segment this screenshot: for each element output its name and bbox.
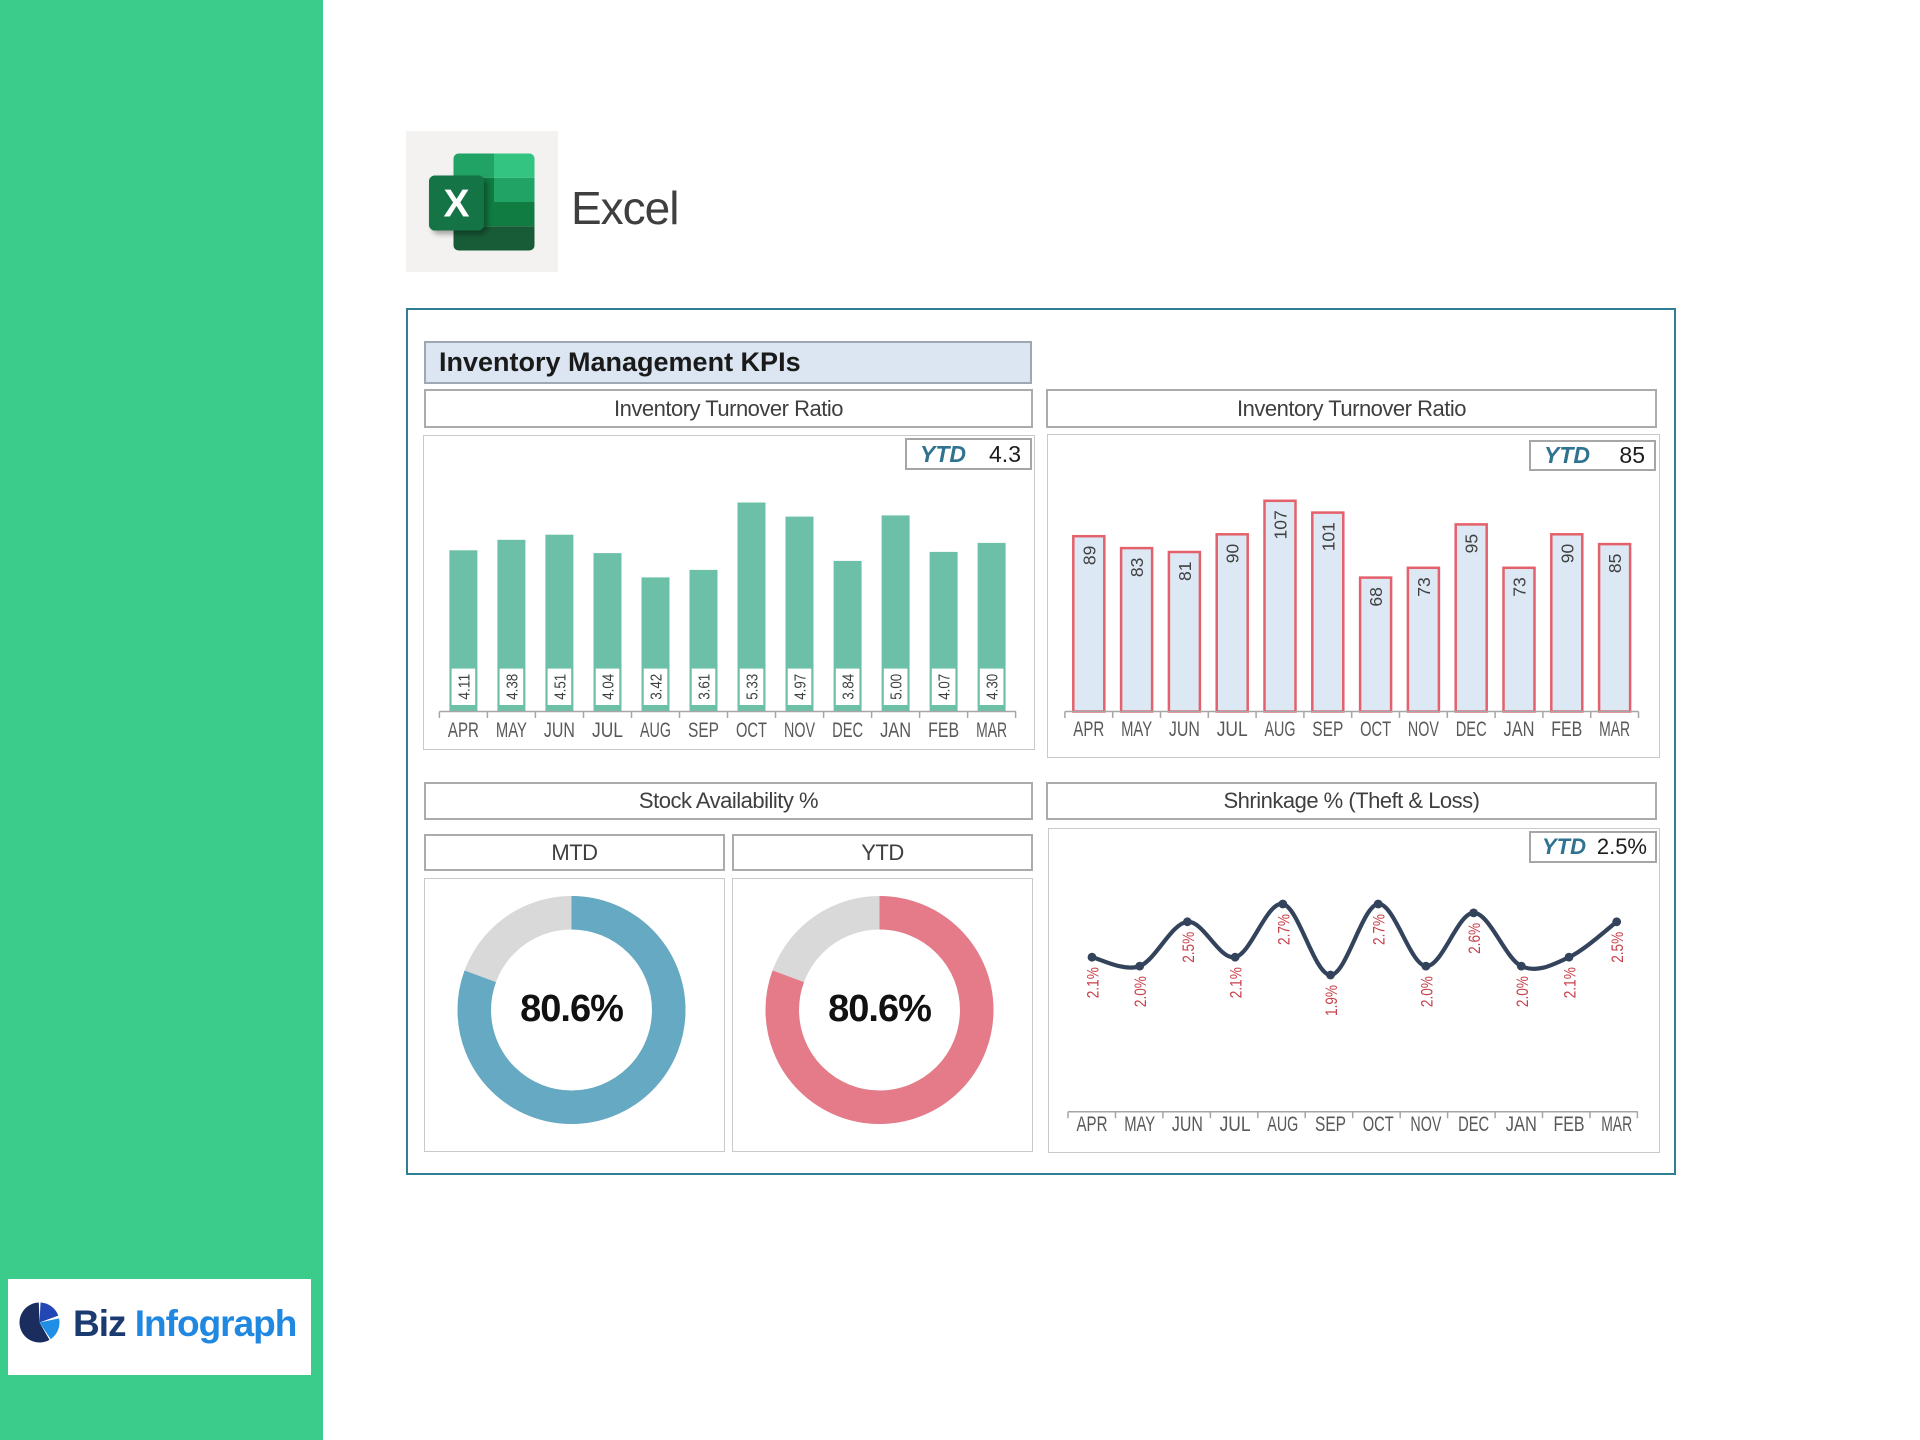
svg-text:101: 101 xyxy=(1318,522,1338,551)
svg-text:SEP: SEP xyxy=(1312,718,1343,741)
svg-text:4.38: 4.38 xyxy=(504,674,521,700)
svg-text:2.1%: 2.1% xyxy=(1084,967,1103,998)
svg-text:2.6%: 2.6% xyxy=(1465,923,1484,954)
svg-text:2.5%: 2.5% xyxy=(1608,932,1627,963)
svg-text:4.51: 4.51 xyxy=(552,674,569,700)
svg-text:APR: APR xyxy=(1073,718,1104,741)
svg-text:FEB: FEB xyxy=(928,719,959,742)
svg-text:2.1%: 2.1% xyxy=(1561,967,1580,998)
svg-text:NOV: NOV xyxy=(1410,1113,1441,1136)
svg-text:81: 81 xyxy=(1175,562,1195,581)
svg-text:JAN: JAN xyxy=(1506,1113,1537,1136)
svg-text:2.5%: 2.5% xyxy=(1179,932,1198,963)
svg-text:SEP: SEP xyxy=(1315,1113,1346,1136)
svg-text:FEB: FEB xyxy=(1554,1113,1585,1136)
svg-text:MAY: MAY xyxy=(496,719,527,742)
svg-text:4.07: 4.07 xyxy=(937,674,954,700)
svg-text:MAY: MAY xyxy=(1124,1113,1155,1136)
svg-text:2.0%: 2.0% xyxy=(1513,976,1532,1007)
svg-text:X: X xyxy=(443,183,469,226)
svg-text:OCT: OCT xyxy=(736,719,767,742)
svg-text:68: 68 xyxy=(1366,587,1386,606)
svg-text:JUN: JUN xyxy=(1172,1113,1203,1136)
svg-text:3.61: 3.61 xyxy=(697,674,714,700)
svg-text:DEC: DEC xyxy=(1458,1113,1489,1136)
svg-text:JUL: JUL xyxy=(1217,718,1248,741)
svg-text:APR: APR xyxy=(448,719,479,742)
svg-text:85: 85 xyxy=(1605,554,1625,573)
svg-text:5.00: 5.00 xyxy=(889,674,906,700)
svg-text:DEC: DEC xyxy=(1456,718,1487,741)
svg-text:APR: APR xyxy=(1077,1113,1108,1136)
svg-text:3.84: 3.84 xyxy=(841,674,858,700)
svg-text:DEC: DEC xyxy=(832,719,863,742)
svg-text:83: 83 xyxy=(1127,558,1147,577)
svg-text:4.04: 4.04 xyxy=(601,674,618,700)
svg-text:AUG: AUG xyxy=(1267,1113,1298,1136)
svg-text:4.97: 4.97 xyxy=(793,674,810,700)
svg-text:5.33: 5.33 xyxy=(745,674,762,700)
svg-text:90: 90 xyxy=(1223,544,1243,564)
svg-text:OCT: OCT xyxy=(1363,1113,1394,1136)
svg-text:4.30: 4.30 xyxy=(985,674,1002,700)
svg-text:SEP: SEP xyxy=(688,719,719,742)
svg-text:FEB: FEB xyxy=(1551,718,1582,741)
svg-text:2.1%: 2.1% xyxy=(1227,967,1246,998)
svg-text:89: 89 xyxy=(1079,546,1099,565)
svg-text:JAN: JAN xyxy=(1504,718,1535,741)
svg-text:JUN: JUN xyxy=(1169,718,1200,741)
svg-text:MAY: MAY xyxy=(1121,718,1152,741)
svg-text:4.11: 4.11 xyxy=(456,674,473,700)
svg-text:2.0%: 2.0% xyxy=(1417,976,1436,1007)
svg-text:AUG: AUG xyxy=(640,719,671,742)
svg-text:2.0%: 2.0% xyxy=(1131,976,1150,1007)
svg-text:NOV: NOV xyxy=(1408,718,1439,741)
svg-text:JAN: JAN xyxy=(880,719,911,742)
svg-text:JUL: JUL xyxy=(1220,1113,1251,1136)
svg-text:73: 73 xyxy=(1510,577,1530,596)
svg-text:95: 95 xyxy=(1462,534,1482,553)
svg-text:AUG: AUG xyxy=(1265,718,1296,741)
svg-text:1.9%: 1.9% xyxy=(1322,985,1341,1016)
svg-text:MAR: MAR xyxy=(1599,718,1630,741)
svg-text:OCT: OCT xyxy=(1360,718,1391,741)
svg-text:JUL: JUL xyxy=(592,719,623,742)
svg-text:2.7%: 2.7% xyxy=(1274,914,1293,945)
svg-text:2.7%: 2.7% xyxy=(1370,914,1389,945)
svg-text:73: 73 xyxy=(1414,577,1434,596)
svg-text:90: 90 xyxy=(1557,544,1577,564)
svg-text:JUN: JUN xyxy=(544,719,575,742)
svg-text:MAR: MAR xyxy=(976,719,1007,742)
svg-text:NOV: NOV xyxy=(784,719,815,742)
svg-text:107: 107 xyxy=(1271,510,1291,539)
svg-text:3.42: 3.42 xyxy=(649,674,666,700)
svg-text:MAR: MAR xyxy=(1601,1113,1632,1136)
